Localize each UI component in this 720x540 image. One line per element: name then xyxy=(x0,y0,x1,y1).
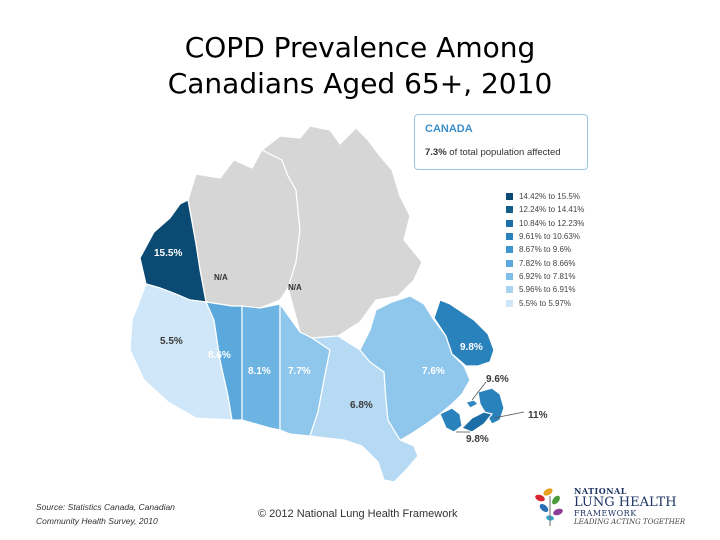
page-title: COPD Prevalence Among Canadians Aged 65+… xyxy=(0,30,720,102)
legend-swatch xyxy=(506,299,513,307)
label-nb: 9.8% xyxy=(466,434,489,445)
label-on: 6.8% xyxy=(350,400,373,411)
legend-swatch xyxy=(506,233,513,241)
leader-line-pei xyxy=(471,381,487,401)
label-pei: 9.6% xyxy=(486,374,509,385)
copyright: © 2012 National Lung Health Framework xyxy=(258,508,458,520)
region-nunavut[interactable] xyxy=(260,125,423,339)
legend-item: 5.96% to 6.91% xyxy=(506,283,616,296)
label-yukon: 15.5% xyxy=(154,248,182,259)
label-bc: 5.5% xyxy=(160,336,183,347)
legend-label: 14.42% to 15.5% xyxy=(519,192,580,202)
legend-item: 6.92% to 7.81% xyxy=(506,270,616,283)
label-sk: 8.1% xyxy=(248,366,271,377)
label-nwt: N/A xyxy=(214,273,228,282)
source-line-1: Source: Statistics Canada, Canadian xyxy=(36,502,175,512)
summary-text: of total population affected xyxy=(449,147,561,158)
region-ns[interactable] xyxy=(460,411,494,433)
legend-item: 10.84% to 12.23% xyxy=(506,217,616,230)
legend-swatch xyxy=(506,206,513,214)
legend-label: 6.92% to 7.81% xyxy=(519,271,576,281)
legend-label: 12.24% to 14.41% xyxy=(519,205,585,215)
label-ab: 8.6% xyxy=(208,350,231,361)
summary-stat: 7.3% of total population affected xyxy=(425,147,561,158)
legend-label: 9.61% to 10.63% xyxy=(519,232,580,242)
label-mb: 7.7% xyxy=(288,366,311,377)
legend-label: 5.96% to 6.91% xyxy=(519,285,576,295)
legend-label: 5.5% to 5.97% xyxy=(519,298,572,308)
label-nunavut: N/A xyxy=(288,283,302,292)
legend-item: 9.61% to 10.63% xyxy=(506,230,616,243)
title-line-2: Canadians Aged 65+, 2010 xyxy=(167,67,553,100)
logo-line-2: LUNG HEALTH xyxy=(574,495,677,510)
region-nb[interactable] xyxy=(439,407,463,433)
legend-label: 7.82% to 8.66% xyxy=(519,258,576,268)
region-nl[interactable] xyxy=(433,299,495,367)
logo-tagline: LEADING ACTING TOGETHER xyxy=(574,518,686,526)
legend-swatch xyxy=(506,219,513,227)
legend-item: 8.67% to 9.6% xyxy=(506,243,616,256)
label-qc: 7.6% xyxy=(422,366,445,377)
logo-line-3: FRAMEWORK xyxy=(574,509,637,518)
title-line-1: COPD Prevalence Among xyxy=(184,31,536,64)
legend-item: 7.82% to 8.66% xyxy=(506,256,616,269)
nlhf-logo: NATIONAL LUNG HEALTH FRAMEWORK LEADING A… xyxy=(528,482,688,528)
label-nl: 9.8% xyxy=(460,342,483,353)
legend-label: 10.84% to 12.23% xyxy=(519,218,585,228)
summary-country: CANADA xyxy=(425,123,473,135)
legend-swatch xyxy=(506,272,513,280)
legend-swatch xyxy=(506,193,513,201)
logo-line-1: NATIONAL xyxy=(574,486,627,496)
label-ns: 11% xyxy=(528,410,548,421)
source-line-2: Community Health Survey, 2010 xyxy=(36,516,158,526)
legend-swatch xyxy=(506,286,513,294)
legend-item: 12.24% to 14.41% xyxy=(506,203,616,216)
legend-swatch xyxy=(506,246,513,254)
region-ab[interactable] xyxy=(205,301,243,421)
summary-value: 7.3% xyxy=(425,147,447,158)
region-pei[interactable] xyxy=(465,399,480,409)
legend-item: 5.5% to 5.97% xyxy=(506,296,616,309)
region-nl-island[interactable] xyxy=(477,387,505,425)
legend-item: 14.42% to 15.5% xyxy=(506,190,616,203)
source-note: Source: Statistics Canada, Canadian Comm… xyxy=(36,500,196,528)
leader-line-ns xyxy=(493,411,525,419)
legend: 14.42% to 15.5% 12.24% to 14.41% 10.84% to… xyxy=(506,190,616,310)
legend-label: 8.67% to 9.6% xyxy=(519,245,572,255)
region-nwt[interactable] xyxy=(187,149,301,309)
leaf-cluster-icon xyxy=(535,488,563,526)
legend-swatch xyxy=(506,259,513,267)
summary-box: CANADA 7.3% of total population affected xyxy=(414,114,588,170)
